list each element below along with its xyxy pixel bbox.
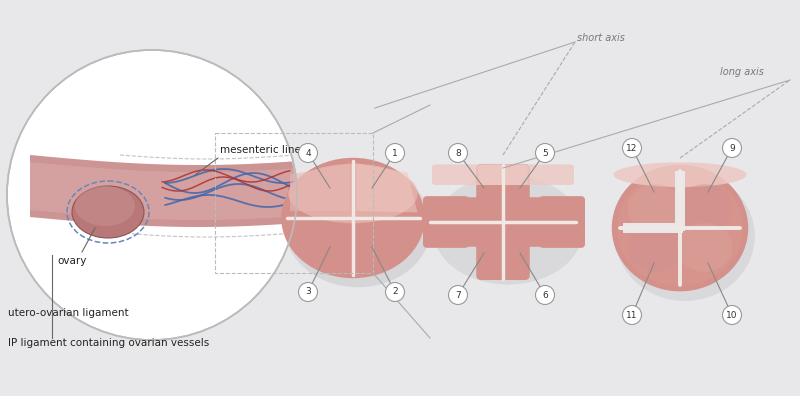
Text: 4: 4 — [305, 148, 311, 158]
Polygon shape — [622, 223, 683, 233]
FancyBboxPatch shape — [478, 164, 528, 185]
Circle shape — [535, 143, 554, 162]
Ellipse shape — [628, 223, 683, 272]
Ellipse shape — [677, 184, 732, 233]
Text: 7: 7 — [455, 291, 461, 299]
Polygon shape — [288, 184, 320, 193]
Text: mesenteric line: mesenteric line — [220, 145, 301, 155]
Ellipse shape — [612, 165, 748, 291]
Text: 8: 8 — [455, 148, 461, 158]
Polygon shape — [288, 177, 318, 193]
Polygon shape — [357, 164, 418, 212]
Polygon shape — [288, 170, 314, 193]
Polygon shape — [288, 188, 318, 204]
Polygon shape — [288, 188, 320, 197]
Ellipse shape — [282, 158, 425, 278]
Text: utero-ovarian ligament: utero-ovarian ligament — [8, 308, 129, 318]
Polygon shape — [290, 164, 350, 211]
Text: 1: 1 — [392, 148, 398, 158]
Text: 3: 3 — [305, 287, 311, 297]
Circle shape — [622, 305, 642, 324]
Circle shape — [722, 139, 742, 158]
Text: ovary: ovary — [58, 256, 86, 266]
Polygon shape — [288, 188, 314, 211]
Ellipse shape — [615, 171, 755, 301]
Circle shape — [535, 286, 554, 305]
Circle shape — [298, 282, 318, 301]
Text: 10: 10 — [726, 310, 738, 320]
Ellipse shape — [628, 184, 683, 233]
Circle shape — [386, 143, 405, 162]
Circle shape — [622, 139, 642, 158]
FancyBboxPatch shape — [539, 196, 585, 248]
Ellipse shape — [677, 223, 732, 272]
Circle shape — [449, 143, 467, 162]
Text: 12: 12 — [626, 143, 638, 152]
Text: 11: 11 — [626, 310, 638, 320]
Circle shape — [722, 305, 742, 324]
Text: long axis: long axis — [720, 67, 764, 77]
FancyBboxPatch shape — [430, 197, 576, 247]
Text: 5: 5 — [542, 148, 548, 158]
Ellipse shape — [288, 164, 418, 223]
Text: 2: 2 — [392, 287, 398, 297]
Bar — [215, 133, 373, 273]
Ellipse shape — [285, 165, 431, 287]
Polygon shape — [30, 155, 300, 227]
Ellipse shape — [72, 186, 144, 238]
Ellipse shape — [614, 162, 746, 187]
Polygon shape — [30, 162, 300, 220]
Text: IP ligament containing ovarian vessels: IP ligament containing ovarian vessels — [8, 338, 210, 348]
FancyBboxPatch shape — [423, 196, 469, 248]
Circle shape — [386, 282, 405, 301]
Text: 6: 6 — [542, 291, 548, 299]
Circle shape — [449, 286, 467, 305]
Text: short axis: short axis — [577, 33, 625, 43]
Circle shape — [298, 143, 318, 162]
Ellipse shape — [75, 186, 135, 226]
FancyBboxPatch shape — [476, 164, 530, 280]
Text: 9: 9 — [729, 143, 735, 152]
FancyBboxPatch shape — [432, 164, 574, 185]
Ellipse shape — [434, 175, 583, 285]
Circle shape — [7, 50, 297, 340]
Ellipse shape — [617, 170, 743, 286]
Polygon shape — [675, 171, 685, 231]
